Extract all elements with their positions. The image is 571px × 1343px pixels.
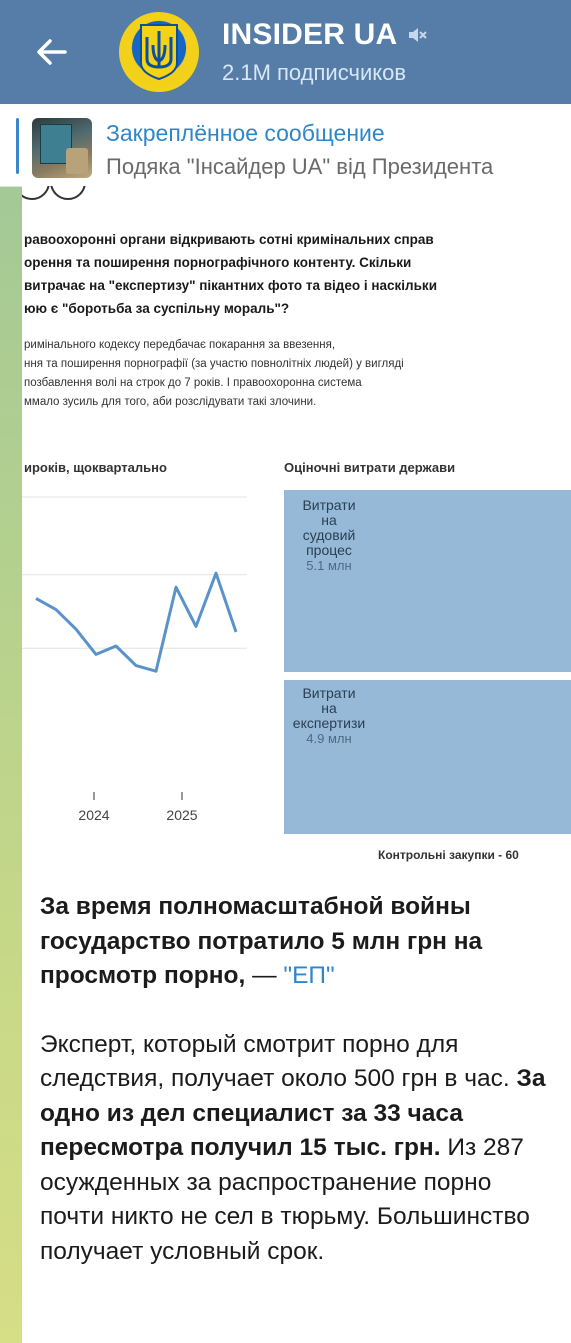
circle-arrow-icon [22, 186, 50, 200]
message-paragraph: За время полномасштабной войны государст… [40, 890, 560, 994]
treemap-title: Оціночні витрати держави [284, 460, 456, 475]
message-bubble: равоохоронні органи відкривають сотні кр… [22, 186, 571, 1343]
message-paragraph: Эксперт, который смотрит порно для следс… [40, 1028, 560, 1270]
pinned-text: Подяка "Інсайдер UA" від Президента [106, 154, 494, 179]
message-bold-intro: За время полномасштабной войны государст… [40, 893, 483, 989]
x-tick-label: 2024 [78, 807, 109, 823]
body-line: римінального кодексу передбачає покаранн… [24, 339, 336, 351]
channel-name: INSIDER UA [222, 18, 398, 51]
lead-line: равоохоронні органи відкривають сотні кр… [24, 232, 434, 247]
treemap-cell: Витрати на судовий процес 5.1 млн [284, 490, 571, 672]
trident-icon [140, 24, 178, 81]
line-chart: 2024 2025 [22, 496, 247, 823]
arrow-left-icon [37, 39, 67, 65]
treemap-label-line: на [321, 512, 337, 528]
x-tick-label: 2025 [166, 807, 197, 823]
pinned-title: Закреплённое сообщение [106, 120, 385, 146]
message-dash: — [245, 962, 284, 989]
treemap-cell-label: Витрати на судовий процес 5.1 млн [284, 497, 374, 574]
treemap-cell-value: 5.1 млн [306, 558, 352, 573]
treemap-label-line: Витрати [302, 685, 356, 701]
treemap-cell: Витрати на експертизи 4.9 млн [284, 680, 571, 834]
control-purchases-label: Контрольні закупки - 60 [378, 848, 519, 862]
body-line: позбавлення волі на строк до 7 років. І … [24, 377, 362, 389]
message-text-part: Из 287 осужденных за распространение пор… [40, 1134, 530, 1265]
image-body-text: римінального кодексу передбачає покаранн… [24, 336, 571, 412]
image-lead-text: равоохоронні органи відкривають сотні кр… [24, 228, 571, 320]
channel-title-row[interactable]: INSIDER UA [222, 18, 428, 52]
subscriber-count: 2.1M подписчиков [222, 60, 407, 85]
line-chart-title: ироків, щоквартально [24, 460, 167, 475]
treemap-cell-value: 4.9 млн [306, 731, 352, 746]
treemap-label-line: Витрати [302, 497, 356, 513]
source-link[interactable]: "ЕП" [283, 962, 335, 989]
pinned-message-bar[interactable]: Закреплённое сообщение Подяка "Інсайдер … [0, 104, 571, 187]
lead-line: орення та поширення порнографічного конт… [24, 255, 412, 270]
body-line: ння та поширення порнографії (за участю … [24, 358, 404, 370]
chat-header: INSIDER UA 2.1M подписчиков [0, 0, 571, 104]
lead-line: витрачає на "експертизу" пікантних фото … [24, 278, 437, 293]
treemap-cell-label: Витрати на експертизи 4.9 млн [284, 685, 374, 747]
back-button[interactable] [30, 30, 74, 74]
line-series [35, 571, 238, 673]
muted-icon [409, 28, 428, 42]
body-line: ммало зусиль для того, аби розслідувати … [24, 396, 317, 408]
message-text-part: Эксперт, который смотрит порно для следс… [40, 1030, 510, 1093]
lead-line: юю є "боротьба за суспільну мораль"? [24, 301, 290, 316]
treemap-label-line: експертизи [292, 715, 366, 731]
pinned-thumbnail [32, 118, 92, 178]
pinned-indicator [16, 118, 19, 174]
treemap-label-line: на [321, 700, 337, 716]
treemap-label-line: процес [306, 542, 352, 558]
message-bold-part: За одно из дел специалист за 33 часа пер… [40, 1065, 546, 1161]
message-image[interactable]: равоохоронні органи відкривають сотні кр… [22, 186, 571, 876]
message-text: За время полномасштабной войны государст… [40, 890, 560, 1269]
treemap-label-line: судовий [302, 527, 356, 543]
circle-arrow-icon [50, 186, 86, 200]
channel-avatar[interactable] [119, 12, 199, 92]
